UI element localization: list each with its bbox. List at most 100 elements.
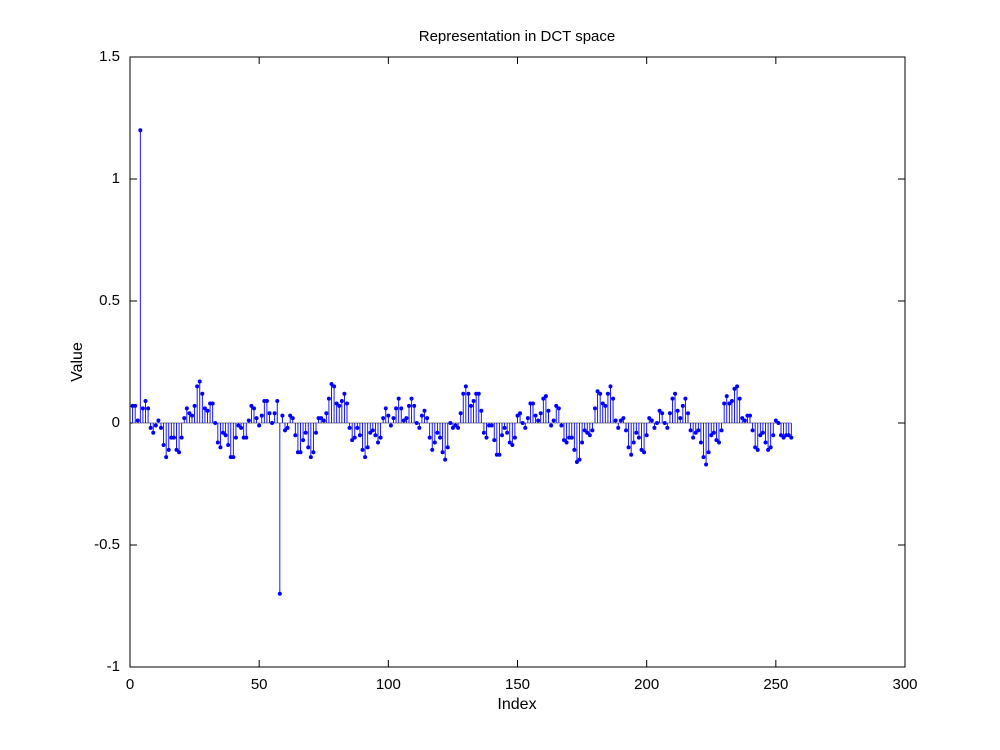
stem-marker (388, 423, 393, 428)
stem-marker (500, 433, 504, 438)
stem-marker (192, 403, 197, 408)
stem-marker (187, 411, 192, 416)
stem-marker (244, 435, 249, 440)
stem-marker (657, 408, 662, 413)
stem-marker (665, 425, 670, 430)
stem-marker (407, 403, 411, 408)
stem-marker (357, 433, 362, 438)
stem-marker (660, 411, 665, 416)
stem-marker (419, 413, 424, 418)
stem-marker (580, 440, 585, 445)
stem-marker (218, 445, 223, 450)
stem-marker (171, 435, 176, 440)
y-tick-label: -1 (107, 658, 120, 675)
stem-marker (593, 406, 597, 411)
stem-marker (595, 389, 600, 394)
stem-marker (355, 425, 360, 430)
stem-marker (138, 128, 143, 133)
stem-marker (536, 418, 541, 423)
stem-marker (153, 423, 158, 428)
stem-marker (285, 425, 290, 430)
stem-marker (781, 435, 786, 440)
stem-marker (283, 428, 287, 433)
stem-marker (202, 406, 207, 411)
stem-marker (430, 447, 435, 452)
stem-marker (368, 430, 373, 435)
stem-marker (489, 423, 494, 428)
stem-marker (701, 455, 706, 460)
stem-marker (740, 416, 745, 421)
stem-marker (789, 435, 794, 440)
stem-marker (693, 430, 698, 435)
chart-title: Representation in DCT space (419, 28, 616, 45)
stem-marker (159, 425, 163, 430)
stem-marker (345, 401, 349, 406)
stem-marker (613, 418, 618, 423)
stem-marker (531, 401, 535, 406)
stem-marker (572, 447, 577, 452)
stem-marker (445, 445, 450, 450)
x-tick-label: 200 (634, 676, 659, 693)
stem-marker (277, 591, 282, 596)
stem-marker (523, 425, 528, 430)
stem-marker (492, 438, 497, 443)
stem-marker (213, 421, 218, 425)
stem-marker (376, 440, 380, 445)
stem-marker (753, 445, 758, 450)
stem-marker (184, 406, 189, 411)
y-tick-label: 0.5 (99, 292, 120, 309)
stem-marker (378, 435, 383, 440)
stem-marker (394, 406, 399, 411)
stem-marker (649, 418, 654, 423)
stem-marker (675, 408, 680, 413)
y-axis-label: Value (69, 342, 86, 382)
stem-marker (143, 399, 148, 404)
stem-marker (246, 418, 251, 423)
stem-marker (634, 430, 639, 435)
stem-marker (432, 440, 437, 445)
stem-marker (293, 433, 298, 438)
stem-marker (365, 445, 370, 450)
stem-marker (652, 425, 657, 430)
stem-marker (722, 401, 727, 406)
stem-marker (667, 411, 672, 416)
stem-marker (717, 440, 721, 445)
stem-marker (768, 445, 773, 450)
stem-marker (280, 413, 285, 418)
stem-marker (272, 411, 277, 416)
stem-marker (507, 440, 512, 445)
stem-marker (332, 384, 337, 389)
stem-marker (443, 457, 448, 462)
stem-marker (732, 386, 737, 391)
stem-marker (174, 447, 179, 452)
stem-marker (742, 418, 747, 423)
x-tick-label: 100 (376, 676, 401, 693)
stem-marker (463, 384, 468, 389)
stem-marker (647, 416, 652, 421)
stem-marker (755, 447, 760, 452)
stem-marker (440, 450, 445, 455)
stem-marker (453, 423, 458, 428)
stem-marker (608, 384, 613, 389)
stem-marker (673, 391, 678, 396)
stem-marker (541, 396, 546, 401)
stem-marker (308, 455, 313, 460)
stem-marker (409, 396, 414, 401)
y-tick-label: 1.5 (99, 48, 120, 65)
stem-marker (515, 413, 520, 418)
stem-marker (587, 433, 592, 438)
stem-marker (319, 416, 324, 421)
stem-marker (270, 421, 275, 425)
stem-marker (164, 455, 169, 460)
stem-marker (525, 416, 530, 421)
stem-marker (549, 423, 554, 428)
x-tick-label: 0 (126, 676, 134, 693)
stem-marker (735, 384, 740, 389)
stem-marker (546, 408, 551, 413)
stem-marker (339, 399, 344, 404)
stem-marker (146, 406, 151, 411)
stem-marker (621, 416, 626, 421)
stem-marker (631, 440, 636, 445)
